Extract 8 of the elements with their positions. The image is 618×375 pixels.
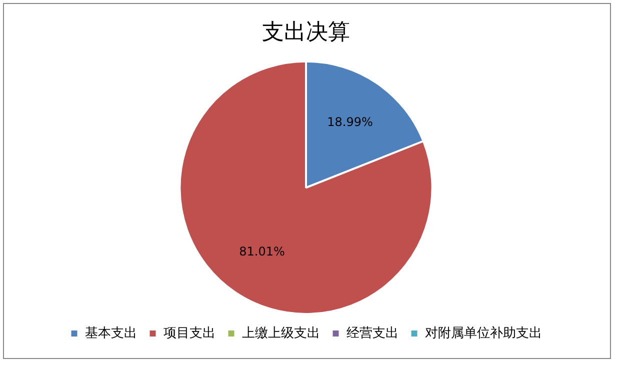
data-label: 18.99% [327,115,373,130]
legend-label: 对附属单位补助支出 [424,326,542,341]
legend-label: 上缴上级支出 [242,326,320,341]
legend-label: 项目支出 [163,326,216,341]
legend-label: 经营支出 [346,326,398,341]
data-label: 81.01% [239,244,285,259]
legend-label: 基本支出 [84,326,137,341]
chart-title: 支出决算 [262,20,350,45]
